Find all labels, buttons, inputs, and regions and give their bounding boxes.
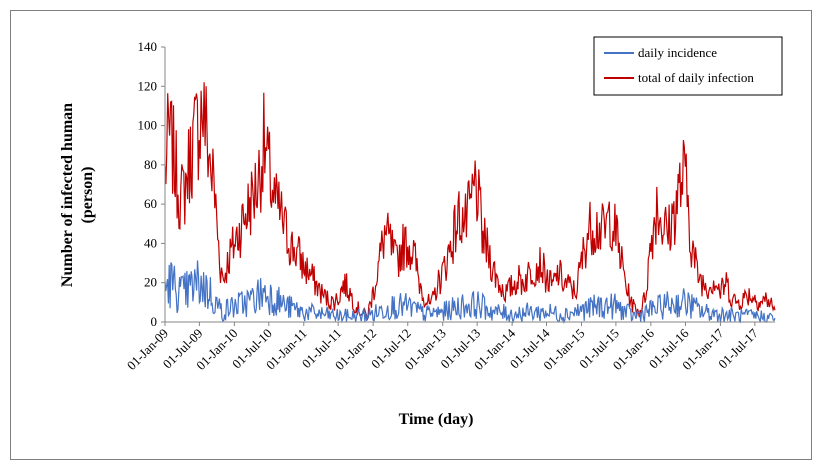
axes: [164, 47, 775, 323]
y-tick-label: 0: [151, 314, 158, 329]
x-ticks: 01-Jan-0901-Jul-0901-Jan-1001-Jul-1001-J…: [124, 322, 761, 373]
legend-label-daily-incidence: daily incidence: [638, 45, 717, 60]
legend: daily incidence total of daily infection: [593, 36, 783, 96]
y-tick-label: 60: [144, 196, 157, 211]
y-axis-title-line-2: (person): [79, 167, 96, 224]
y-tick-label: 100: [138, 118, 158, 133]
x-axis-title: Time (day): [399, 411, 474, 428]
y-axis-title: Number of infected human (person): [59, 103, 96, 287]
y-tick-label: 120: [138, 78, 158, 93]
y-tick-label: 20: [144, 275, 157, 290]
series-line-total-daily-infection: [164, 82, 776, 321]
series-line-daily-incidence: [164, 260, 776, 325]
y-axis-title-line-1: Number of infected human: [59, 103, 76, 287]
legend-label-total-daily-infection: total of daily infection: [638, 70, 754, 85]
y-tick-label: 40: [144, 235, 157, 250]
y-ticks: 0 20 40 60 80 100 120 140: [138, 39, 165, 329]
y-tick-label: 80: [144, 157, 157, 172]
legend-box: [593, 36, 783, 96]
plot-lines: [164, 82, 776, 325]
y-tick-label: 140: [138, 39, 158, 54]
